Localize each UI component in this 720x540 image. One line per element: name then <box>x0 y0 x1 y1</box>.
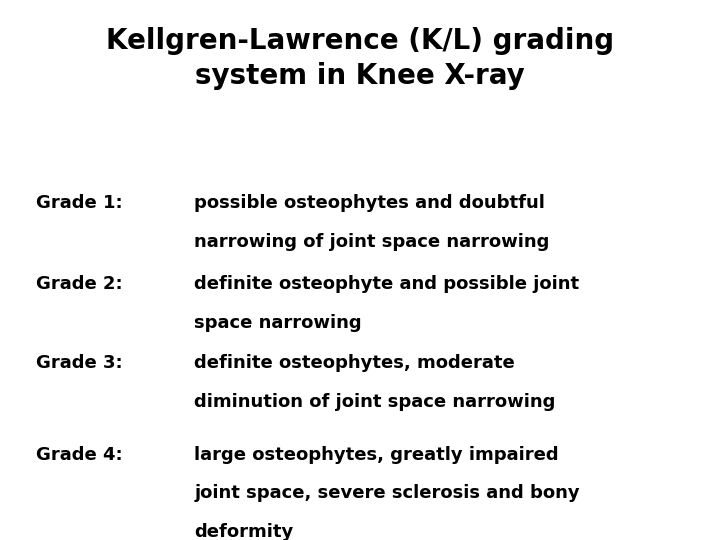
Text: Grade 4:: Grade 4: <box>36 446 122 463</box>
Text: possible osteophytes and doubtful: possible osteophytes and doubtful <box>194 194 545 212</box>
Text: narrowing of joint space narrowing: narrowing of joint space narrowing <box>194 233 550 251</box>
Text: deformity: deformity <box>194 523 294 540</box>
Text: joint space, severe sclerosis and bony: joint space, severe sclerosis and bony <box>194 484 580 502</box>
Text: Grade 3:: Grade 3: <box>36 354 122 372</box>
Text: Grade 2:: Grade 2: <box>36 275 122 293</box>
Text: Grade 1:: Grade 1: <box>36 194 122 212</box>
Text: space narrowing: space narrowing <box>194 314 362 332</box>
Text: large osteophytes, greatly impaired: large osteophytes, greatly impaired <box>194 446 559 463</box>
Text: diminution of joint space narrowing: diminution of joint space narrowing <box>194 393 556 410</box>
Text: Kellgren-Lawrence (K/L) grading
system in Knee X-ray: Kellgren-Lawrence (K/L) grading system i… <box>106 27 614 90</box>
Text: definite osteophytes, moderate: definite osteophytes, moderate <box>194 354 515 372</box>
Text: definite osteophyte and possible joint: definite osteophyte and possible joint <box>194 275 580 293</box>
